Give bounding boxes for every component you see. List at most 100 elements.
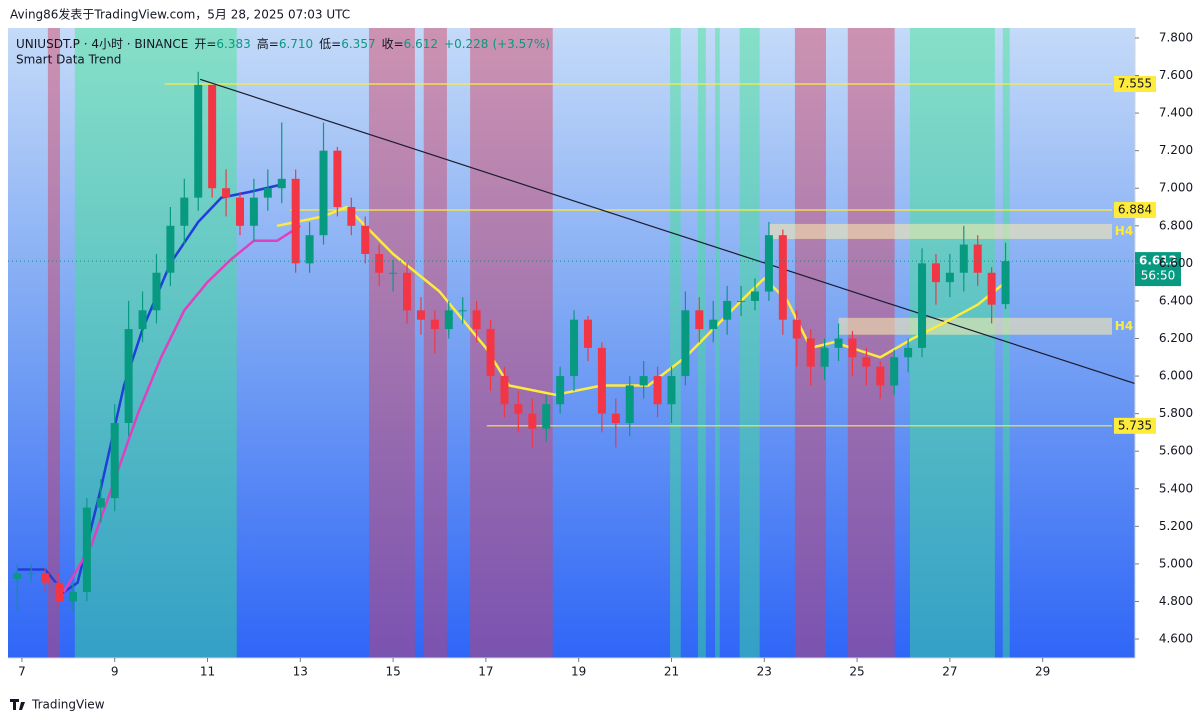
- plot: H4H4DDD: [8, 28, 1136, 658]
- candle-body: [347, 207, 356, 226]
- y-tick-label: 5.000: [1159, 556, 1193, 570]
- x-tick-label: 13: [293, 665, 308, 679]
- candle: [138, 291, 147, 343]
- candle: [611, 398, 620, 448]
- level-price-box: [1114, 75, 1156, 92]
- x-tick-label: 7: [18, 665, 26, 679]
- ohlc-value: 6.383: [216, 37, 250, 51]
- candle-body: [820, 347, 829, 367]
- candle-body: [180, 197, 189, 226]
- x-tick-label: 9: [111, 665, 119, 679]
- candle-body: [667, 376, 676, 405]
- candle: [848, 330, 857, 377]
- candle: [834, 323, 843, 362]
- ohlc-value: 6.710: [279, 37, 313, 51]
- x-tick-label: 17: [478, 665, 493, 679]
- candle-body: [500, 376, 509, 405]
- candle-body: [27, 573, 36, 575]
- y-tick-label: 5.600: [1159, 444, 1193, 458]
- candle-body: [695, 310, 704, 330]
- candle-body: [55, 582, 64, 602]
- candle: [528, 398, 537, 448]
- candle-body: [110, 423, 119, 499]
- candle: [681, 291, 690, 386]
- y-tick-label: 7.200: [1159, 143, 1193, 157]
- signal-band: [715, 28, 720, 658]
- candle: [1001, 242, 1010, 310]
- y-tick-label: 6.400: [1159, 293, 1193, 307]
- h4-zone: [768, 223, 1112, 239]
- candle: [723, 285, 732, 335]
- candle-body: [583, 319, 592, 348]
- candle-body: [194, 84, 203, 198]
- candle: [876, 361, 885, 399]
- y-tick-label: 6.200: [1159, 331, 1193, 345]
- x-tick-label: 27: [942, 665, 957, 679]
- level-price: 6.884: [1118, 203, 1152, 217]
- candle: [319, 122, 328, 245]
- candle: [361, 216, 370, 264]
- candle: [458, 297, 467, 324]
- candle: [249, 178, 258, 241]
- zone-label: H4: [1115, 224, 1133, 238]
- candle: [472, 300, 481, 343]
- brand: TradingView: [10, 698, 105, 712]
- candle: [82, 498, 91, 602]
- candle-body: [1001, 261, 1010, 305]
- level-price: 5.735: [1118, 418, 1152, 432]
- candle-body: [444, 310, 453, 330]
- candle-body: [681, 310, 690, 377]
- candle: [973, 235, 982, 286]
- signal-band: [697, 28, 706, 658]
- candle-body: [486, 329, 495, 377]
- candle-body: [68, 592, 77, 602]
- ohlc-label: 开=: [194, 37, 216, 51]
- y-tick-label: 6.000: [1159, 369, 1193, 383]
- candle-body: [834, 338, 843, 348]
- candle: [110, 404, 119, 512]
- candle-body: [124, 329, 133, 424]
- ohlc-label: 收=: [382, 37, 404, 51]
- candle: [806, 329, 815, 386]
- candle-body: [403, 272, 412, 311]
- candle: [27, 563, 36, 583]
- candle-body: [931, 263, 940, 283]
- candle: [166, 207, 175, 286]
- candle: [945, 253, 954, 298]
- candle-body: [389, 272, 398, 274]
- candle-body: [918, 263, 927, 348]
- x-tick-label: 23: [757, 665, 772, 679]
- candle: [500, 366, 509, 418]
- candle: [890, 349, 899, 395]
- candle: [194, 71, 203, 211]
- candle-body: [222, 188, 231, 198]
- y-tick-label: 5.400: [1159, 481, 1193, 495]
- candle: [918, 248, 927, 358]
- zone-label: H4: [1115, 319, 1133, 333]
- signal-band: [470, 28, 553, 658]
- candle-body: [792, 319, 801, 339]
- candle: [430, 310, 439, 354]
- h4-zone: [838, 317, 1112, 335]
- candle-body: [611, 413, 620, 424]
- candle-body: [987, 272, 996, 305]
- x-tick-label: 11: [200, 665, 215, 679]
- candle: [987, 267, 996, 324]
- candle-body: [904, 347, 913, 358]
- level-price-box: [1114, 417, 1156, 434]
- candle: [96, 479, 105, 523]
- candle: [375, 244, 384, 286]
- candle-body: [138, 310, 147, 330]
- candle-body: [458, 310, 467, 312]
- y-tick-label: 4.800: [1159, 594, 1193, 608]
- candle-body: [737, 300, 746, 302]
- ohlc-value: 6.357: [341, 37, 375, 51]
- signal-band: [47, 28, 60, 658]
- x-tick-label: 19: [571, 665, 586, 679]
- candle-body: [570, 319, 579, 377]
- symbol: UNIUSDT.P · 4小时 · BINANCE: [16, 37, 188, 51]
- candle: [291, 169, 300, 273]
- indicator-line: [62, 224, 301, 593]
- trendline: [199, 78, 1136, 385]
